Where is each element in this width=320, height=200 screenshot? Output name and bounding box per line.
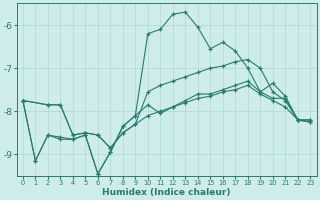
X-axis label: Humidex (Indice chaleur): Humidex (Indice chaleur) xyxy=(102,188,231,197)
